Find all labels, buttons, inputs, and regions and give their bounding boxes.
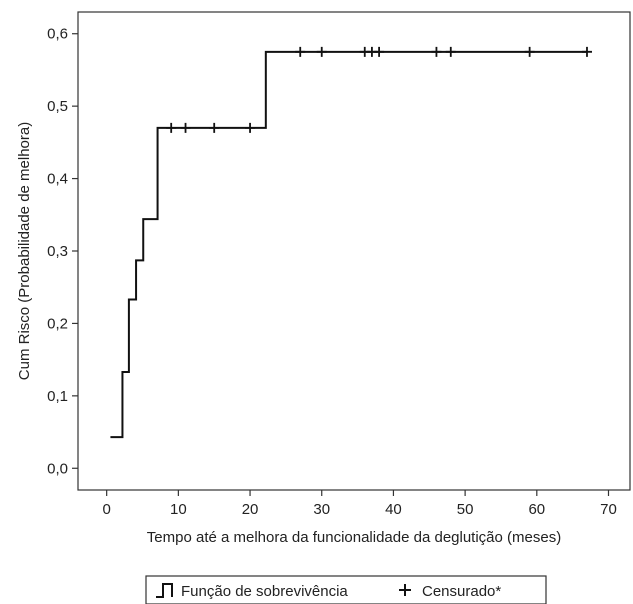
censored-marker xyxy=(374,46,385,57)
censored-marker xyxy=(209,122,220,133)
censored-marker xyxy=(295,46,306,57)
y-tick-label: 0,5 xyxy=(47,98,68,115)
x-tick-label: 30 xyxy=(313,501,330,518)
legend-box xyxy=(145,575,547,604)
x-tick-label: 20 xyxy=(242,501,259,518)
axes: 0,0 0,1 0,2 0,3 0,4 0,5 0,6 0 10 20 30 40 50 60 70 xyxy=(47,26,617,518)
x-tick-label: 10 xyxy=(170,501,187,518)
censored-marker xyxy=(524,46,535,57)
censored-marker xyxy=(245,122,256,133)
censored-marker xyxy=(445,46,456,57)
plus-marker-icon xyxy=(399,584,411,596)
y-tick-label: 0,4 xyxy=(47,171,68,188)
legend: Função de sobrevivência Censurado* xyxy=(145,575,547,604)
y-tick-label: 0,1 xyxy=(47,388,68,405)
censored-marker xyxy=(431,46,442,57)
x-tick-label: 70 xyxy=(600,501,617,518)
censored-marker xyxy=(180,122,191,133)
plot-area xyxy=(77,11,631,491)
y-tick-label: 0,6 xyxy=(47,26,68,43)
x-tick-label: 60 xyxy=(528,501,545,518)
x-tick-label: 0 xyxy=(103,501,111,518)
y-tick-label: 0,0 xyxy=(47,460,68,477)
y-tick-label: 0,3 xyxy=(47,243,68,260)
censored-marker xyxy=(316,46,327,57)
series-group xyxy=(110,46,592,439)
x-tick-label: 50 xyxy=(457,501,474,518)
y-axis-title: Cum Risco (Probabilidade de melhora) xyxy=(16,122,33,380)
y-tick-label: 0,2 xyxy=(47,315,68,332)
x-tick-label: 40 xyxy=(385,501,402,518)
legend-label-survival: Função de sobrevivência xyxy=(181,583,348,600)
step-line-icon xyxy=(156,583,173,598)
censored-marker xyxy=(166,122,177,133)
x-axis-title: Tempo até a melhora da funcionalidade da… xyxy=(147,529,561,546)
survival-step-line xyxy=(110,50,587,439)
censored-marker xyxy=(581,46,592,57)
legend-label-censored: Censurado* xyxy=(422,583,501,600)
